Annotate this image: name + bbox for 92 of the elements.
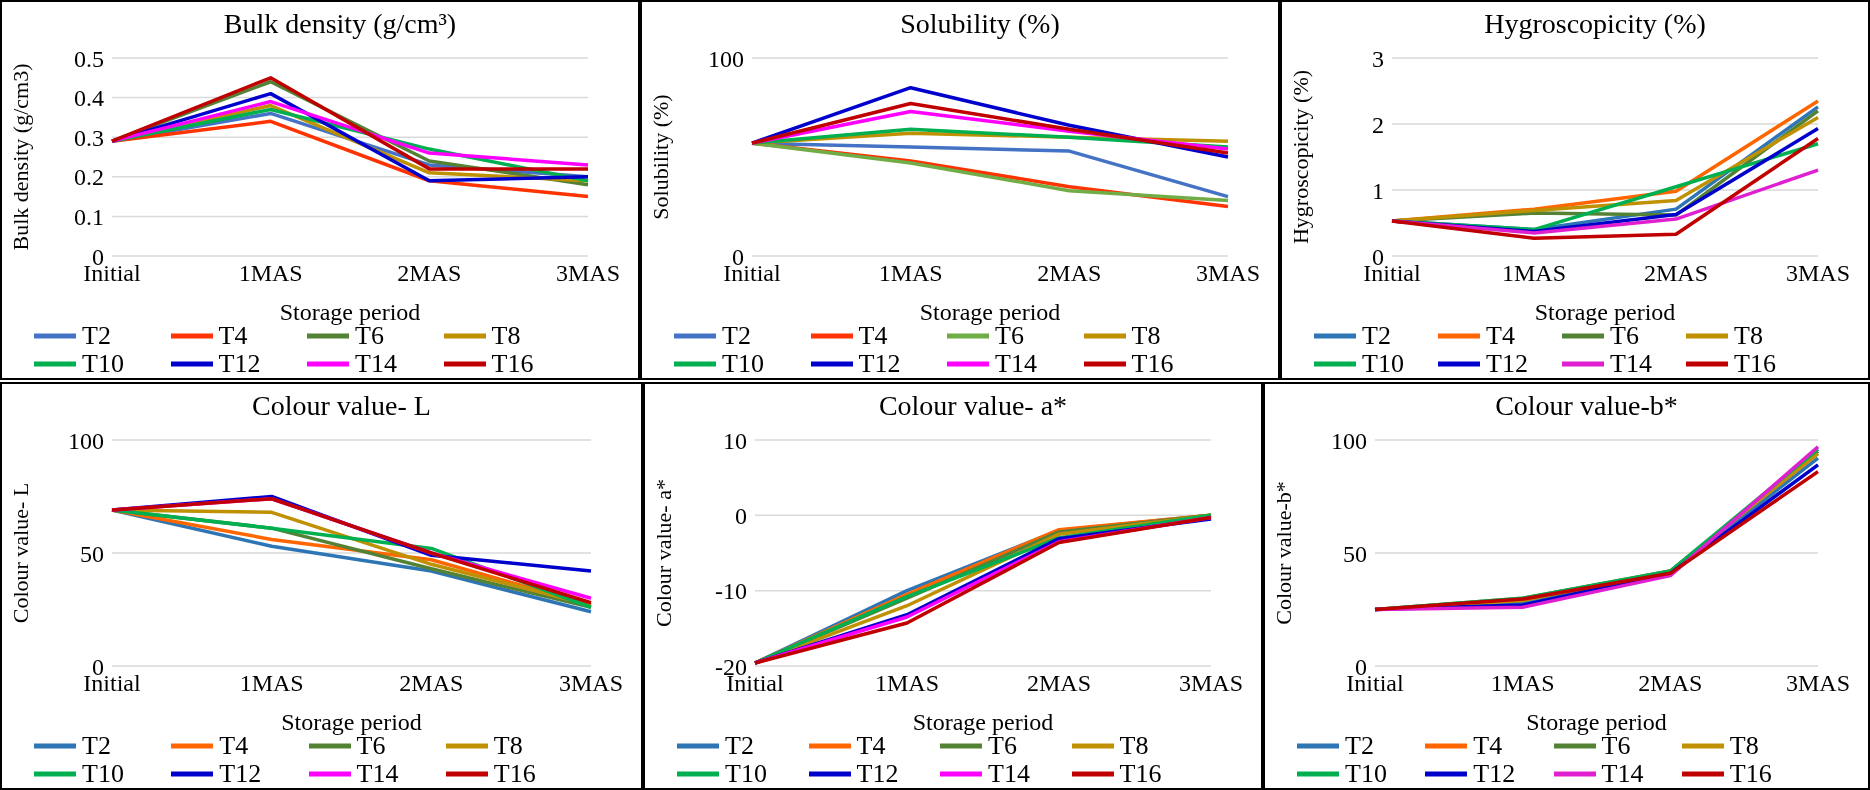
legend-label: T12 — [858, 349, 901, 378]
legend-label: T2 — [722, 321, 751, 350]
x-tick-label: 3MAS — [1785, 260, 1851, 287]
legend-label: T14 — [356, 759, 399, 788]
y-tick-label: -10 — [715, 578, 747, 605]
legend-label: T4 — [218, 321, 248, 350]
y-axis-title: Bulk density (g/cm3) — [7, 63, 33, 251]
legend-label: T14 — [1601, 759, 1644, 788]
legend-label: T8 — [1734, 321, 1763, 350]
legend-label: T12 — [219, 759, 262, 788]
y-tick-label: 100 — [708, 45, 744, 72]
legend-label: T4 — [1486, 321, 1515, 350]
legend-label: T12 — [1473, 759, 1516, 788]
x-tick-label: 1MAS — [1501, 260, 1567, 287]
legend-label: T10 — [82, 759, 124, 788]
chart-title: Colour value-b* — [1494, 389, 1679, 423]
legend-label: T2 — [1345, 731, 1374, 760]
x-tick-label: 1MAS — [878, 260, 943, 287]
chart-title: Bulk density (g/cm³) — [222, 7, 458, 41]
y-tick-label: 0.3 — [74, 124, 104, 151]
legend-label: T2 — [82, 321, 111, 350]
legend-label: T14 — [995, 349, 1037, 378]
x-tick-label: 1MAS — [1490, 670, 1555, 697]
legend-label: T14 — [988, 759, 1030, 788]
legend-label: T10 — [725, 759, 767, 788]
x-axis-title: Storage period — [281, 709, 422, 735]
legend-label: T12 — [1486, 349, 1528, 378]
chart-title: Colour value- a* — [877, 389, 1069, 423]
y-tick-label: 1 — [1372, 177, 1384, 204]
y-axis-title: Solubility (%) — [647, 94, 673, 220]
y-tick-label: 10 — [723, 427, 747, 454]
x-tick-label: 3MAS — [555, 260, 621, 287]
legend-label: T16 — [491, 349, 534, 378]
legend-label: T16 — [1729, 759, 1772, 788]
y-tick-label: 50 — [80, 540, 104, 567]
legend-label: T4 — [1473, 731, 1503, 760]
x-tick-label: 3MAS — [558, 670, 624, 697]
legend-label: T8 — [1131, 321, 1161, 350]
x-tick-label: 1MAS — [238, 260, 303, 287]
chart-title: Solubility (%) — [899, 7, 1061, 41]
legend-label: T2 — [725, 731, 754, 760]
legend-label: T4 — [858, 321, 888, 350]
legend-label: T4 — [856, 731, 886, 760]
line-series — [110, 99, 590, 167]
y-tick-label: 0.5 — [74, 45, 104, 72]
legend-label: T16 — [1131, 349, 1174, 378]
y-tick-label: 50 — [1343, 540, 1367, 567]
legend-label: T2 — [1362, 321, 1391, 350]
y-tick-label: 2 — [1372, 111, 1384, 138]
y-tick-label: 0.4 — [74, 85, 104, 112]
x-tick-label: 2MAS — [397, 260, 462, 287]
x-tick-label: 2MAS — [1037, 260, 1102, 287]
legend-label: T10 — [722, 349, 764, 378]
y-axis-title: Colour value- a* — [650, 479, 676, 627]
legend-label: T10 — [1345, 759, 1387, 788]
x-tick-label: 2MAS — [1638, 670, 1703, 697]
y-tick-label: 0.2 — [74, 164, 104, 191]
legend-label: T16 — [493, 759, 536, 788]
legend-label: T16 — [1119, 759, 1162, 788]
x-tick-label: 1MAS — [239, 670, 304, 697]
legend-label: T14 — [1610, 349, 1652, 378]
y-axis-title: Hygroscopicity (%) — [1287, 69, 1313, 245]
chart-title: Colour value- L — [251, 389, 432, 423]
x-tick-label: 3MAS — [1785, 670, 1851, 697]
x-tick-label: 2MAS — [399, 670, 464, 697]
legend-label: T12 — [218, 349, 261, 378]
legend-label: T16 — [1734, 349, 1776, 378]
y-axis-title: Colour value-b* — [1270, 481, 1296, 625]
legend-label: T4 — [219, 731, 249, 760]
y-tick-label: 0 — [735, 502, 747, 529]
x-tick-label: 2MAS — [1026, 670, 1092, 697]
legend-label: T12 — [856, 759, 899, 788]
y-tick-label: 100 — [1331, 427, 1367, 454]
legend-label: T8 — [1729, 731, 1759, 760]
legend-label: T10 — [1362, 349, 1404, 378]
legend-label: T8 — [493, 731, 523, 760]
legend-label: T2 — [82, 731, 111, 760]
legend-label: T10 — [82, 349, 124, 378]
x-tick-label: 3MAS — [1195, 260, 1261, 287]
chart-title: Hygroscopicity (%) — [1483, 7, 1707, 41]
legend-label: T8 — [491, 321, 521, 350]
x-tick-label: 3MAS — [1178, 670, 1244, 697]
x-axis-title: Storage period — [1526, 709, 1667, 735]
legend-label: T8 — [1119, 731, 1149, 760]
x-tick-label: 2MAS — [1643, 260, 1709, 287]
y-tick-label: 3 — [1372, 45, 1384, 72]
x-tick-label: 1MAS — [874, 670, 940, 697]
line-series — [750, 101, 1230, 155]
legend-label: T14 — [355, 349, 397, 378]
y-tick-label: 100 — [68, 427, 104, 454]
y-axis-title: Colour value- L — [7, 482, 33, 624]
y-tick-label: 0.1 — [74, 203, 104, 230]
